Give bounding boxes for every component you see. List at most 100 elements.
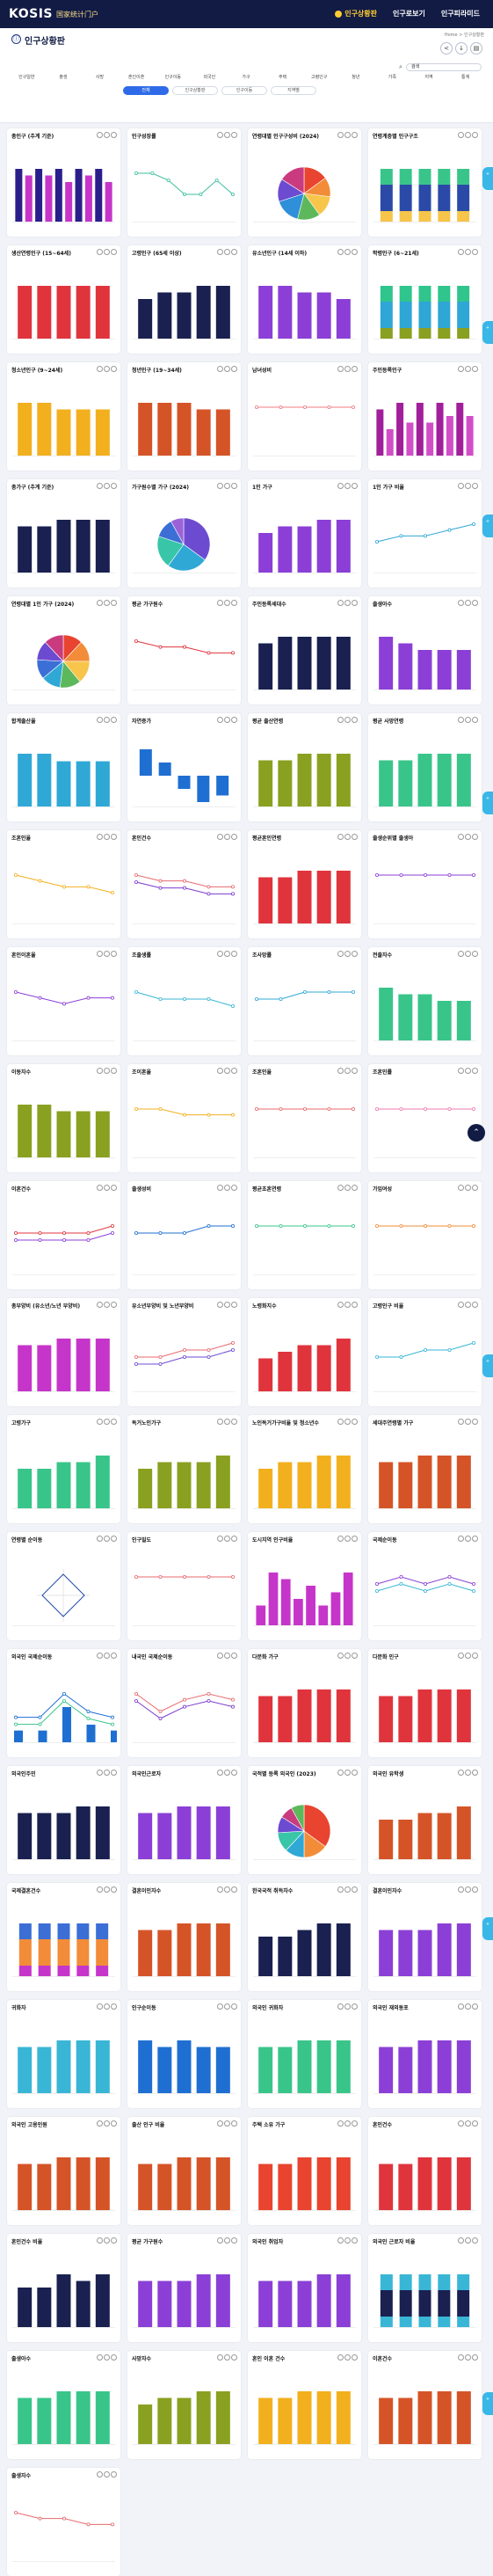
info-icon[interactable] xyxy=(217,717,223,723)
tab-6[interactable]: 가구 xyxy=(242,75,250,80)
stat-card[interactable]: 주민등록세대수 xyxy=(248,596,361,704)
chart-toggle-icon[interactable] xyxy=(104,2471,110,2477)
more-icon[interactable] xyxy=(472,1536,478,1542)
chart-toggle-icon[interactable] xyxy=(465,1302,471,1308)
info-icon[interactable] xyxy=(217,249,223,255)
stat-card[interactable]: 다문화 인구 xyxy=(368,1649,482,1757)
chart-toggle-icon[interactable] xyxy=(224,834,230,840)
stat-card[interactable]: 도시지역 인구비율 xyxy=(248,1532,361,1640)
chart-toggle-icon[interactable] xyxy=(344,600,351,606)
stat-card[interactable]: 혼인이혼율 xyxy=(7,947,120,1055)
chart-toggle-icon[interactable] xyxy=(104,132,110,138)
chart-toggle-icon[interactable] xyxy=(224,1068,230,1074)
chart-toggle-icon[interactable] xyxy=(465,1185,471,1191)
chart-toggle-icon[interactable] xyxy=(104,483,110,489)
stat-card[interactable]: 1인 가구 비율 xyxy=(368,479,482,587)
tab-11[interactable]: 지역 xyxy=(424,75,433,80)
more-icon[interactable] xyxy=(472,1653,478,1659)
nav-population[interactable]: 인구로보기 xyxy=(393,10,425,18)
info-icon[interactable] xyxy=(217,132,223,138)
stat-card[interactable]: 이혼건수 xyxy=(368,2351,482,2459)
more-icon[interactable] xyxy=(111,132,117,138)
more-icon[interactable] xyxy=(111,951,117,957)
chart-toggle-icon[interactable] xyxy=(465,2237,471,2244)
nav-pyramid[interactable]: 인구피라미드 xyxy=(440,10,480,18)
info-icon[interactable] xyxy=(217,1536,223,1542)
chart-toggle-icon[interactable] xyxy=(344,717,351,723)
chart-toggle-icon[interactable] xyxy=(344,834,351,840)
chart-toggle-icon[interactable] xyxy=(465,951,471,957)
stat-card[interactable]: 고령인구 비율 xyxy=(368,1298,482,1406)
more-icon[interactable] xyxy=(352,1185,358,1191)
stat-card[interactable]: 인구밀도 xyxy=(127,1532,241,1640)
info-icon[interactable] xyxy=(458,2354,464,2361)
stat-card[interactable]: 총가구 (추계 기준) xyxy=(7,479,120,587)
chip-3[interactable]: 지역별 xyxy=(271,86,316,95)
info-icon[interactable] xyxy=(458,1068,464,1074)
more-icon[interactable] xyxy=(352,2354,358,2361)
chart-toggle-icon[interactable] xyxy=(224,1653,230,1659)
chart-toggle-icon[interactable] xyxy=(104,1770,110,1776)
more-icon[interactable] xyxy=(111,1419,117,1425)
stat-card[interactable]: 외국인 국제순이동 xyxy=(7,1649,120,1757)
tab-3[interactable]: 혼인이혼 xyxy=(127,75,145,80)
stat-card[interactable]: 결혼이민자수 xyxy=(127,1883,241,1991)
stat-card[interactable]: 국제순이동 xyxy=(368,1532,482,1640)
info-icon[interactable] xyxy=(97,951,103,957)
chart-toggle-icon[interactable] xyxy=(465,717,471,723)
chart-toggle-icon[interactable] xyxy=(465,834,471,840)
more-icon[interactable] xyxy=(111,717,117,723)
more-icon[interactable] xyxy=(472,1302,478,1308)
info-icon[interactable] xyxy=(97,2471,103,2477)
more-icon[interactable] xyxy=(231,1302,237,1308)
info-icon[interactable] xyxy=(458,1886,464,1893)
info-icon[interactable] xyxy=(217,1653,223,1659)
stat-card[interactable]: 자연증가 xyxy=(127,713,241,821)
chip-0[interactable]: 전체 xyxy=(123,86,169,95)
stat-card[interactable]: 출생아수 xyxy=(7,2351,120,2459)
more-icon[interactable] xyxy=(111,2120,117,2127)
search-icon[interactable]: ⌕ xyxy=(399,63,402,70)
info-icon[interactable] xyxy=(458,951,464,957)
info-icon[interactable] xyxy=(97,717,103,723)
chart-toggle-icon[interactable] xyxy=(344,1653,351,1659)
info-icon[interactable] xyxy=(97,2003,103,2010)
stat-card[interactable]: 총인구 (추계 기준) xyxy=(7,128,120,237)
more-icon[interactable] xyxy=(231,483,237,489)
stat-card[interactable]: 유소년부양비 및 노년부양비 xyxy=(127,1298,241,1406)
chart-toggle-icon[interactable] xyxy=(344,366,351,372)
stat-card[interactable]: 혼인건수 xyxy=(368,2117,482,2225)
stat-card[interactable]: 합계출산율 xyxy=(7,713,120,821)
chart-toggle-icon[interactable] xyxy=(104,1068,110,1074)
stat-card[interactable]: 혼인 이혼 건수 xyxy=(248,2351,361,2459)
info-icon[interactable] xyxy=(337,1770,344,1776)
info-icon[interactable] xyxy=(217,1419,223,1425)
stat-card[interactable]: 독거노인가구 xyxy=(127,1415,241,1523)
chart-toggle-icon[interactable] xyxy=(465,132,471,138)
more-icon[interactable] xyxy=(472,2237,478,2244)
info-icon[interactable] xyxy=(337,1886,344,1893)
info-icon[interactable] xyxy=(458,1770,464,1776)
stat-card[interactable]: 가구원수별 가구 (2024) xyxy=(127,479,241,587)
chart-toggle-icon[interactable] xyxy=(224,951,230,957)
more-icon[interactable] xyxy=(352,717,358,723)
stat-card[interactable]: 연령계층별 인구구조 xyxy=(368,128,482,237)
stat-card[interactable]: 혼인건수 xyxy=(127,830,241,938)
info-icon[interactable] xyxy=(337,2003,344,2010)
info-icon[interactable] xyxy=(458,1185,464,1191)
info-icon[interactable] xyxy=(217,1302,223,1308)
info-icon[interactable] xyxy=(97,834,103,840)
chart-toggle-icon[interactable] xyxy=(465,1536,471,1542)
chart-toggle-icon[interactable] xyxy=(224,1536,230,1542)
share-icon[interactable]: < xyxy=(440,42,453,55)
info-icon[interactable] xyxy=(458,834,464,840)
more-icon[interactable] xyxy=(472,834,478,840)
info-icon[interactable] xyxy=(97,483,103,489)
info-icon[interactable] xyxy=(97,366,103,372)
chart-toggle-icon[interactable] xyxy=(224,1770,230,1776)
more-icon[interactable] xyxy=(472,2354,478,2361)
stat-card[interactable]: 총부양비 (유소년/노년 부양비) xyxy=(7,1298,120,1406)
more-icon[interactable] xyxy=(352,1302,358,1308)
more-icon[interactable] xyxy=(472,717,478,723)
stat-card[interactable]: 가임여성 xyxy=(368,1181,482,1289)
